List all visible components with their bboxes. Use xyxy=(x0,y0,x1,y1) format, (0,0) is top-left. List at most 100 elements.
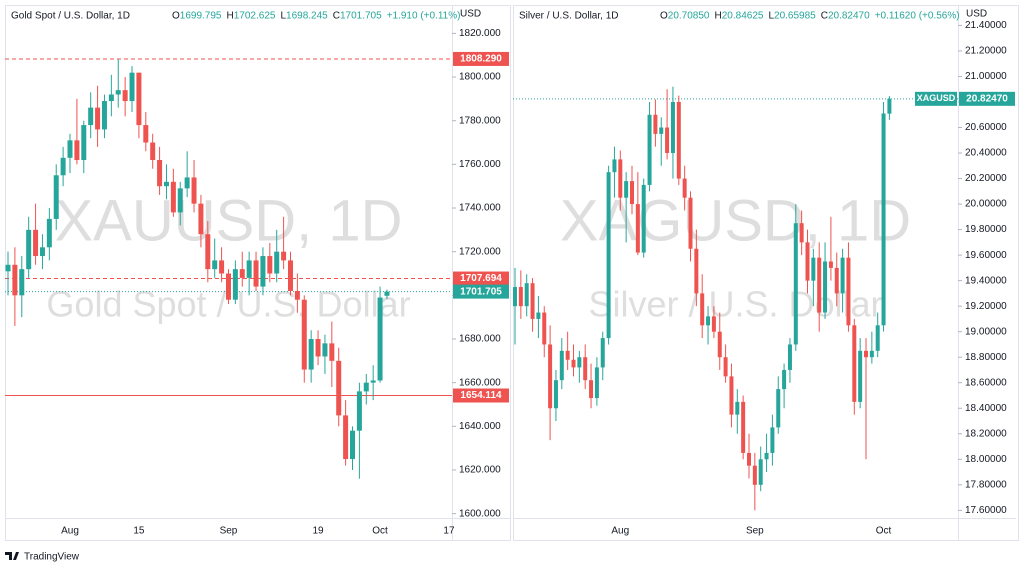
ohlc-value: 1701.705 xyxy=(340,11,382,22)
candle-body xyxy=(735,401,740,415)
candle-body xyxy=(764,452,769,460)
candle-body xyxy=(5,264,11,272)
y-tick-label: 1620.000 xyxy=(459,465,501,476)
candle-body xyxy=(858,350,863,402)
candle-body xyxy=(350,430,355,460)
candle-body xyxy=(74,140,80,160)
candle-body xyxy=(19,269,25,296)
tradingview-logo[interactable]: TradingView xyxy=(5,552,80,563)
y-tick-label: 19.00000 xyxy=(965,326,1007,337)
ohlc-value: 20.70850 xyxy=(668,11,710,22)
watermark: XAGUSD, 1D xyxy=(560,188,911,253)
ohlc-key: H xyxy=(715,11,722,22)
candle-body xyxy=(659,127,664,134)
candle-body xyxy=(811,257,816,281)
ohlc-value: 20.82470 xyxy=(828,11,870,22)
candle-body xyxy=(67,140,73,158)
y-tick-label: 20.60000 xyxy=(965,122,1007,133)
candle-body xyxy=(205,234,211,270)
y-tick-label: 1660.000 xyxy=(459,377,501,388)
candle-body xyxy=(163,181,169,187)
candle-body xyxy=(682,178,687,198)
candle-body xyxy=(246,260,252,278)
candle-body xyxy=(805,242,810,281)
candle-body xyxy=(60,157,66,176)
y-tick-label: 18.40000 xyxy=(965,403,1007,414)
candle-body xyxy=(513,287,517,307)
candle-body xyxy=(336,360,342,416)
candle-body xyxy=(115,90,121,95)
candle-body xyxy=(136,72,142,126)
candle-body xyxy=(852,325,857,402)
candle-body xyxy=(191,177,197,204)
x-tick-label: 17 xyxy=(443,526,455,537)
candle-body xyxy=(670,101,675,154)
candle-body xyxy=(53,175,59,219)
candle-body xyxy=(212,260,218,270)
y-tick-label: 18.60000 xyxy=(965,377,1007,388)
candle-body xyxy=(752,465,757,485)
candle-body xyxy=(653,114,658,134)
candle-body xyxy=(170,181,176,213)
y-tick-label: 20.00000 xyxy=(965,199,1007,210)
candle-body xyxy=(606,172,611,339)
price-tag-label: 1808.290 xyxy=(460,54,502,65)
candle-body xyxy=(612,159,617,173)
y-tick-label: 1680.000 xyxy=(459,334,501,345)
y-tick-label: 20.20000 xyxy=(965,173,1007,184)
candle-body xyxy=(530,283,535,319)
candle-body xyxy=(793,223,798,345)
candle-body xyxy=(559,350,564,381)
candle-body xyxy=(881,113,886,326)
symbol-tag xyxy=(915,91,957,106)
ohlc-key: C xyxy=(821,11,828,22)
price-tag xyxy=(453,284,509,299)
candle-body xyxy=(665,127,670,154)
candle-body xyxy=(101,101,107,130)
candle-body xyxy=(39,247,45,257)
candle-body xyxy=(81,125,87,160)
y-tick-label: 1760.000 xyxy=(459,159,501,170)
candle-body xyxy=(150,142,156,160)
candle-body xyxy=(846,257,851,326)
candle-body xyxy=(184,177,190,189)
candle-body xyxy=(799,223,804,243)
candle-body xyxy=(232,269,238,300)
candle-body xyxy=(301,299,307,370)
logo-icon xyxy=(5,552,19,560)
y-tick-label: 21.00000 xyxy=(965,71,1007,82)
candle-body xyxy=(122,90,128,102)
candle-body xyxy=(157,159,163,187)
y-tick-label: 19.80000 xyxy=(965,224,1007,235)
y-tick-label: 20.40000 xyxy=(965,148,1007,159)
price-tag-label: 1701.705 xyxy=(460,286,502,297)
candle-body xyxy=(741,401,746,453)
logo-text: TradingView xyxy=(24,552,80,563)
candle-body xyxy=(840,257,845,294)
ohlc-key: L xyxy=(280,11,286,22)
y-tick-label: 19.40000 xyxy=(965,275,1007,286)
candle-body xyxy=(518,287,523,307)
y-tick-label: 18.80000 xyxy=(965,352,1007,363)
price-tag-label: 1707.694 xyxy=(460,273,502,284)
candle-body xyxy=(322,343,328,357)
chart-panel: XAGUSD, 1D Silver / U.S. Dollar USD21.4000… xyxy=(513,5,1016,540)
change: +1.910 (+0.11%) xyxy=(387,11,461,22)
candle-body xyxy=(363,382,369,392)
x-tick-label: Sep xyxy=(220,526,238,537)
candle-body xyxy=(647,114,652,185)
y-tick-label: 19.60000 xyxy=(965,250,1007,261)
price-tag xyxy=(453,388,509,403)
ohlc-value: 1699.795 xyxy=(180,11,222,22)
candle-body xyxy=(267,256,273,274)
ohlc-key: C xyxy=(333,11,340,22)
y-tick-label: 19.20000 xyxy=(965,301,1007,312)
candle-body xyxy=(46,218,52,248)
y-tick-label: 1720.000 xyxy=(459,246,501,257)
candle-body xyxy=(565,350,570,360)
candle-body xyxy=(729,376,734,415)
candle-body xyxy=(294,290,300,300)
